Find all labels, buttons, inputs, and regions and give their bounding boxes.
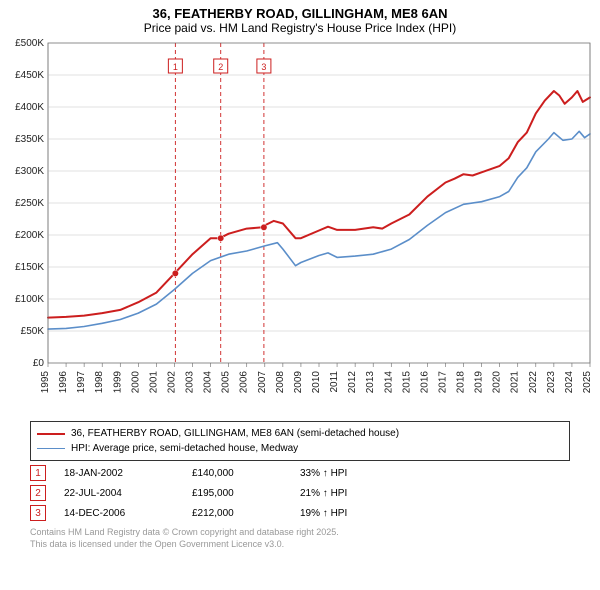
- svg-text:2016: 2016: [419, 371, 430, 394]
- svg-text:3: 3: [261, 62, 266, 72]
- svg-text:£250K: £250K: [15, 198, 44, 209]
- svg-text:2001: 2001: [148, 371, 159, 394]
- svg-text:2015: 2015: [401, 371, 412, 394]
- footnote-marker: 2: [30, 485, 46, 501]
- svg-text:2014: 2014: [383, 371, 394, 394]
- svg-text:2007: 2007: [257, 371, 268, 394]
- legend-label-2: HPI: Average price, semi-detached house,…: [71, 441, 298, 456]
- svg-text:2006: 2006: [239, 371, 250, 394]
- footnote-row: 1 18-JAN-2002 £140,000 33% ↑ HPI: [30, 465, 570, 481]
- svg-text:£400K: £400K: [15, 102, 44, 113]
- footnote-date: 14-DEC-2006: [64, 508, 174, 519]
- footnote-marker: 3: [30, 505, 46, 521]
- attribution-line2: This data is licensed under the Open Gov…: [30, 539, 570, 551]
- footnote-date: 18-JAN-2002: [64, 468, 174, 479]
- svg-text:£500K: £500K: [15, 38, 44, 49]
- attribution: Contains HM Land Registry data © Crown c…: [30, 527, 570, 550]
- footnotes: 1 18-JAN-2002 £140,000 33% ↑ HPI 2 22-JU…: [30, 465, 570, 521]
- svg-text:2009: 2009: [293, 371, 304, 394]
- svg-text:£100K: £100K: [15, 294, 44, 305]
- svg-text:2005: 2005: [221, 371, 232, 394]
- svg-text:£450K: £450K: [15, 70, 44, 81]
- svg-text:£350K: £350K: [15, 134, 44, 145]
- svg-text:£0: £0: [33, 358, 45, 369]
- svg-text:£300K: £300K: [15, 166, 44, 177]
- svg-text:2021: 2021: [510, 371, 521, 394]
- svg-text:2004: 2004: [203, 371, 214, 394]
- svg-text:2018: 2018: [456, 371, 467, 394]
- svg-text:£50K: £50K: [21, 326, 45, 337]
- svg-text:2010: 2010: [311, 371, 322, 394]
- legend-label-1: 36, FEATHERBY ROAD, GILLINGHAM, ME8 6AN …: [71, 426, 399, 441]
- svg-text:2011: 2011: [329, 371, 340, 393]
- chart-title: 36, FEATHERBY ROAD, GILLINGHAM, ME8 6AN: [0, 6, 600, 21]
- chart-title-block: 36, FEATHERBY ROAD, GILLINGHAM, ME8 6AN …: [0, 0, 600, 35]
- svg-text:1995: 1995: [40, 371, 51, 394]
- legend-swatch-1: [37, 433, 65, 435]
- footnote-price: £212,000: [192, 508, 282, 519]
- legend-item-1: 36, FEATHERBY ROAD, GILLINGHAM, ME8 6AN …: [37, 426, 563, 441]
- svg-text:2002: 2002: [166, 371, 177, 394]
- svg-text:2023: 2023: [546, 371, 557, 394]
- chart-area: £0 £50K £100K £150K £200K £250K £300K £350K £400…: [0, 35, 600, 415]
- footnote-pct: 19% ↑ HPI: [300, 508, 347, 519]
- svg-text:2003: 2003: [185, 371, 196, 394]
- footnote-date: 22-JUL-2004: [64, 488, 174, 499]
- svg-text:1996: 1996: [58, 371, 69, 394]
- footnote-pct: 33% ↑ HPI: [300, 468, 347, 479]
- svg-text:1997: 1997: [76, 371, 87, 394]
- svg-text:2008: 2008: [275, 371, 286, 394]
- svg-text:2013: 2013: [365, 371, 376, 394]
- svg-text:1: 1: [173, 62, 178, 72]
- svg-text:1998: 1998: [94, 371, 105, 394]
- chart-subtitle: Price paid vs. HM Land Registry's House …: [0, 21, 600, 35]
- svg-text:2025: 2025: [582, 371, 593, 394]
- footnote-pct: 21% ↑ HPI: [300, 488, 347, 499]
- svg-text:2: 2: [218, 62, 223, 72]
- legend: 36, FEATHERBY ROAD, GILLINGHAM, ME8 6AN …: [30, 421, 570, 461]
- svg-text:2019: 2019: [474, 371, 485, 394]
- svg-text:2024: 2024: [564, 371, 575, 394]
- svg-text:2012: 2012: [347, 371, 358, 394]
- svg-text:2022: 2022: [528, 371, 539, 394]
- footnote-price: £140,000: [192, 468, 282, 479]
- svg-text:1999: 1999: [112, 371, 123, 394]
- svg-text:£150K: £150K: [15, 262, 44, 273]
- footnote-marker: 1: [30, 465, 46, 481]
- footnote-row: 3 14-DEC-2006 £212,000 19% ↑ HPI: [30, 505, 570, 521]
- svg-text:2020: 2020: [492, 371, 503, 394]
- footnote-row: 2 22-JUL-2004 £195,000 21% ↑ HPI: [30, 485, 570, 501]
- svg-text:£200K: £200K: [15, 230, 44, 241]
- legend-item-2: HPI: Average price, semi-detached house,…: [37, 441, 563, 456]
- chart-svg: £0 £50K £100K £150K £200K £250K £300K £350K £400…: [0, 35, 600, 415]
- svg-text:2017: 2017: [437, 371, 448, 394]
- svg-text:2000: 2000: [130, 371, 141, 394]
- attribution-line1: Contains HM Land Registry data © Crown c…: [30, 527, 570, 539]
- footnote-price: £195,000: [192, 488, 282, 499]
- legend-swatch-2: [37, 448, 65, 450]
